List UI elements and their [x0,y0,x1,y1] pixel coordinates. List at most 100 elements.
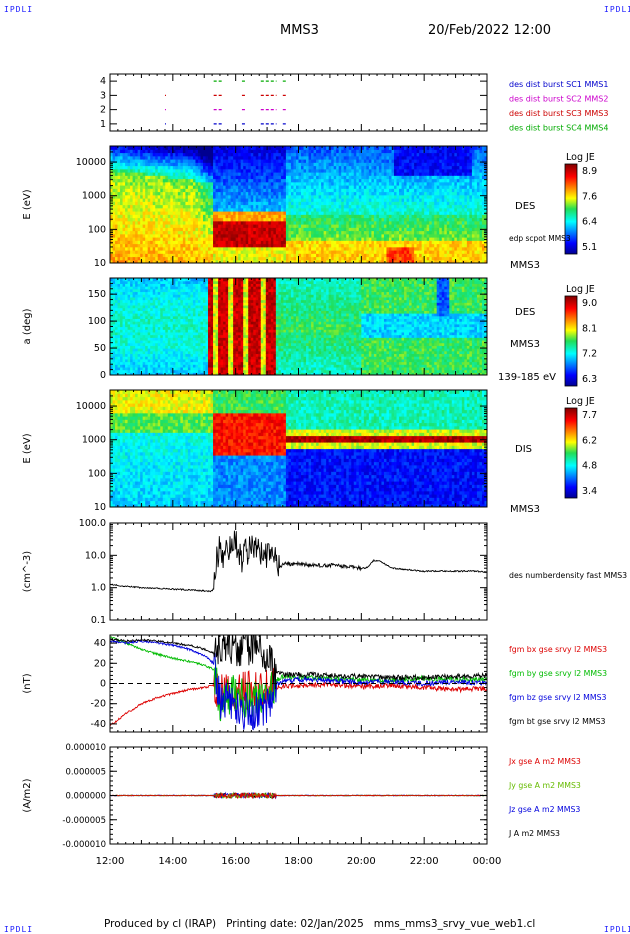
des-energy-cell [245,224,249,228]
des-energy-cell [115,146,119,150]
des-energy-cell [230,194,234,199]
des-energy-cell [356,152,360,157]
des-energy-cell [368,172,372,176]
des-energy-cell [248,246,252,251]
des-energy-cell [336,149,340,154]
des-energy-cell [301,243,305,248]
des-energy-cell [225,204,229,209]
des-energy-cell [394,165,398,170]
des-energy-cell [416,165,420,170]
des-energy-cell [293,250,297,254]
des-energy-cell [366,201,370,206]
des-energy-cell [303,256,307,261]
des-energy-cell [208,165,212,170]
des-energy-cell [268,175,272,180]
des-energy-cell [273,155,277,160]
des-energy-cell [243,211,247,215]
des-energy-cell [454,224,458,228]
des-energy-cell [250,175,254,180]
des-energy-cell [386,198,390,202]
des-energy-cell [399,243,403,248]
des-energy-cell [421,198,425,202]
des-energy-cell [346,211,350,215]
des-energy-cell [152,175,156,180]
des-energy-cell [444,194,448,199]
des-energy-cell [401,214,405,219]
des-energy-cell [323,237,327,241]
des-energy-cell [441,159,445,163]
des-energy-cell [192,240,197,245]
des-energy-cell [416,168,420,173]
des-energy-cell [197,259,202,263]
des-energy-cell [421,243,425,248]
des-energy-cell [253,253,257,258]
des-energy-cell [434,207,438,212]
des-energy-cell [288,194,292,199]
des-energy-cell [225,172,229,176]
des-energy-cell [228,168,232,173]
des-energy-cell [233,168,237,173]
des-energy-cell [190,240,194,245]
des-energy-cell [358,185,362,189]
des-energy-cell [409,149,413,154]
des-energy-cell [192,256,197,261]
des-energy-cell [396,165,400,170]
des-energy-cell [245,227,249,232]
des-energy-cell [240,181,244,186]
des-energy-cell [376,240,380,245]
des-energy-cell [331,146,335,150]
des-energy-cell [263,224,267,228]
des-energy-cell [202,191,207,196]
des-energy-cell [165,146,169,150]
des-energy-cell [127,165,131,170]
des-energy-cell [366,227,370,232]
des-energy-cell [248,214,252,219]
des-energy-cell [240,230,244,235]
des-energy-cell [245,188,249,193]
des-energy-cell [396,149,400,154]
des-energy-cell [175,227,179,232]
des-energy-cell [270,146,274,150]
des-energy-cell [381,146,385,150]
des-energy-cell [240,149,244,154]
des-energy-cell [213,230,217,235]
des-energy-cell [381,237,385,241]
des-energy-cell [444,246,448,251]
des-energy-cell [205,240,209,245]
des-energy-cell [406,168,410,173]
des-energy-cell [371,237,375,241]
des-energy-cell [250,233,254,238]
des-energy-cell [223,178,227,183]
des-energy-cell [162,211,166,215]
des-energy-cell [306,175,310,180]
des-energy-cell [260,172,264,176]
des-energy-cell [431,230,435,235]
des-energy-cell [187,181,192,186]
des-energy-cell [356,162,360,167]
des-energy-cell [321,207,325,212]
des-energy-cell [182,198,186,202]
des-energy-cell [275,188,279,193]
des-energy-cell [273,207,277,212]
des-energy-cell [162,165,166,170]
des-energy-cell [255,172,259,176]
des-energy-cell [235,162,239,167]
des-energy-cell [205,230,209,235]
des-energy-cell [117,194,121,199]
des-energy-cell [431,175,435,180]
des-energy-cell [401,220,405,225]
des-energy-cell [120,159,124,163]
des-energy-cell [255,243,259,248]
des-energy-cell [200,250,204,254]
des-energy-cell [366,246,370,251]
des-energy-cell [167,172,171,176]
des-energy-cell [265,246,269,251]
des-energy-cell [328,250,332,254]
des-energy-cell [376,250,380,254]
des-energy-cell [383,246,388,251]
des-energy-cell [293,175,297,180]
des-energy-cell [228,162,232,167]
des-energy-cell [160,175,164,180]
des-energy-cell [253,250,257,254]
des-energy-cell [152,149,156,154]
